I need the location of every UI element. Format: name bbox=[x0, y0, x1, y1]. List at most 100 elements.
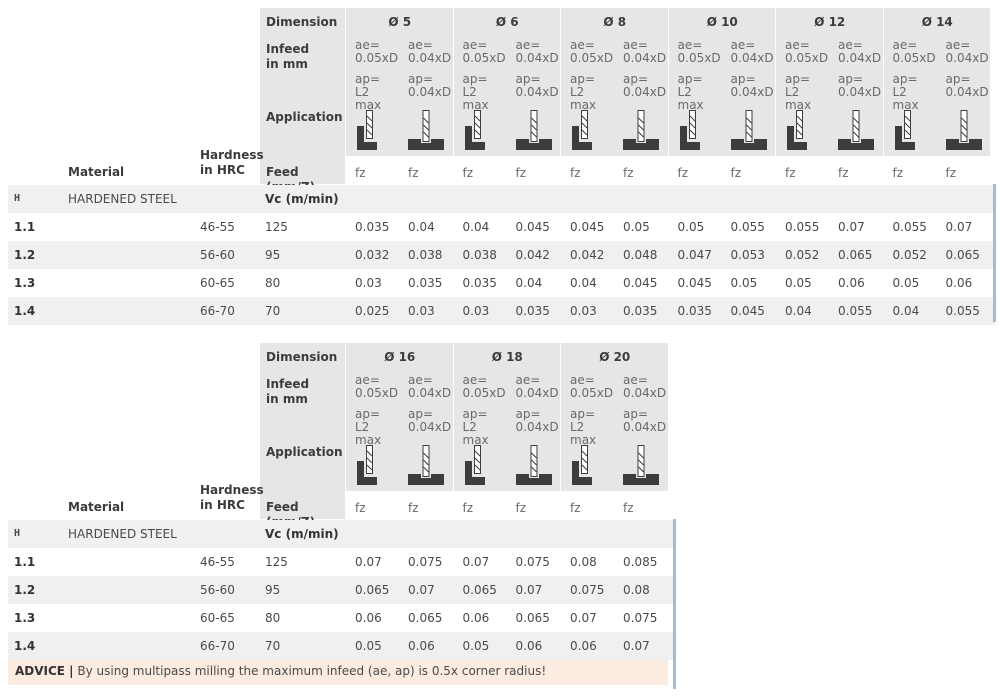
infeed-ap-value: ap= L2 max bbox=[677, 72, 704, 112]
infeed-ap-value: ap= L2 max bbox=[355, 72, 382, 112]
infeed-ap-value: ap= 0.04xD bbox=[730, 72, 774, 99]
infeed-ap-value: ap= 0.04xD bbox=[408, 407, 452, 434]
row-fz-value: 0.08 bbox=[570, 555, 597, 569]
row-fz-value: 0.065 bbox=[355, 583, 390, 597]
feed-unit-label: fz bbox=[355, 501, 366, 515]
row-fz-value: 0.07 bbox=[515, 583, 543, 597]
slot-milling-icon bbox=[515, 445, 552, 485]
diameter-header: Ø 8 bbox=[603, 15, 627, 29]
row-id: 1.4 bbox=[14, 304, 36, 318]
diameter-header: Ø 6 bbox=[495, 15, 519, 29]
row-hardness: 46-55 bbox=[200, 220, 235, 234]
row-fz-value: 0.07 bbox=[945, 220, 973, 234]
feed-unit-label: fz bbox=[408, 501, 419, 515]
infeed-ap-value: ap= L2 max bbox=[570, 407, 597, 447]
side-milling-icon bbox=[357, 110, 393, 150]
side-milling-icon bbox=[464, 110, 501, 150]
row-fz-value: 0.05 bbox=[785, 276, 812, 290]
row-fz-value: 0.032 bbox=[355, 248, 390, 262]
row-fz-value: 0.06 bbox=[355, 611, 382, 625]
table-row: 1.1 46-55 125 0.07 0.075 0.07 0.075 0.08 0.085 bbox=[8, 548, 673, 576]
feed-unit-label: fz bbox=[570, 166, 581, 180]
row-vc: 125 bbox=[265, 220, 288, 234]
feed-unit-label: fz bbox=[623, 166, 634, 180]
row-fz-value: 0.065 bbox=[408, 611, 443, 625]
row-vc: 70 bbox=[265, 639, 281, 653]
row-id: 1.1 bbox=[14, 220, 36, 234]
row-vc: 80 bbox=[265, 611, 281, 625]
row-fz-value: 0.035 bbox=[408, 276, 443, 290]
feed-unit-label: fz bbox=[892, 166, 904, 180]
infeed-ae-value: ae= 0.05xD bbox=[462, 373, 506, 400]
side-milling-icon bbox=[572, 110, 608, 150]
infeed-ae-value: ae= 0.04xD bbox=[623, 38, 667, 65]
row-fz-value: 0.035 bbox=[355, 220, 390, 234]
row-hardness: 56-60 bbox=[200, 583, 235, 597]
table-row: 1.2 56-60 95 0.032 0.038 0.038 0.042 0.042 0.048… bbox=[8, 241, 995, 269]
infeed-ap-value: ap= 0.04xD bbox=[623, 72, 667, 99]
row-id: 1.3 bbox=[14, 276, 36, 290]
infeed-ae-value: ae= 0.04xD bbox=[408, 373, 452, 400]
material-group-code: H bbox=[14, 528, 21, 539]
material-group-code: H bbox=[14, 193, 21, 204]
infeed-ae-value: ae= 0.05xD bbox=[355, 38, 399, 65]
row-fz-value: 0.04 bbox=[785, 304, 812, 318]
row-fz-value: 0.052 bbox=[785, 248, 820, 262]
table-row: 1.4 66-70 70 0.05 0.06 0.05 0.06 0.06 0.07 bbox=[8, 632, 673, 660]
table-row: 1.2 56-60 95 0.065 0.07 0.065 0.07 0.075 0.08 bbox=[8, 576, 673, 604]
row-fz-value: 0.065 bbox=[462, 583, 497, 597]
infeed-ae-value: ae= 0.04xD bbox=[730, 38, 774, 65]
infeed-ae-value: ae= 0.04xD bbox=[515, 38, 559, 65]
feed-unit-label: fz bbox=[677, 166, 689, 180]
diameter-header: Ø 14 bbox=[921, 15, 953, 29]
row-vc: 95 bbox=[265, 248, 281, 262]
diameter-divider bbox=[452, 343, 454, 491]
feed-unit-label: fz bbox=[570, 501, 581, 515]
infeed-ae-value: ae= 0.05xD bbox=[677, 38, 721, 65]
row-fz-value: 0.04 bbox=[892, 304, 920, 318]
infeed-ap-value: ap= L2 max bbox=[892, 72, 919, 112]
row-fz-value: 0.07 bbox=[570, 611, 597, 625]
row-fz-value: 0.055 bbox=[892, 220, 927, 234]
diameter-divider bbox=[560, 8, 561, 156]
slot-milling-icon bbox=[838, 110, 874, 150]
row-fz-value: 0.03 bbox=[462, 304, 490, 318]
diameter-header: Ø 16 bbox=[384, 350, 416, 364]
row-fz-value: 0.045 bbox=[515, 220, 550, 234]
infeed-ap-value: ap= 0.04xD bbox=[515, 407, 559, 434]
diameter-header: Ø 5 bbox=[388, 15, 412, 29]
infeed-ap-value: ap= 0.04xD bbox=[623, 407, 667, 434]
row-fz-value: 0.055 bbox=[785, 220, 820, 234]
row-fz-value: 0.045 bbox=[623, 276, 658, 290]
slot-milling-icon bbox=[730, 110, 767, 150]
advice-title: ADVICE | bbox=[15, 664, 74, 678]
infeed-label: Infeed in mm bbox=[266, 377, 310, 406]
infeed-ae-value: ae= 0.04xD bbox=[515, 373, 559, 400]
row-fz-value: 0.06 bbox=[570, 639, 597, 653]
material-group-name: HARDENED STEEL bbox=[68, 527, 177, 541]
infeed-ae-value: ae= 0.05xD bbox=[785, 38, 829, 65]
side-milling-icon bbox=[679, 110, 716, 150]
row-fz-value: 0.07 bbox=[623, 639, 650, 653]
row-fz-value: 0.035 bbox=[462, 276, 497, 290]
row-fz-value: 0.04 bbox=[462, 220, 490, 234]
feed-unit-label: fz bbox=[730, 166, 742, 180]
row-hardness: 46-55 bbox=[200, 555, 235, 569]
diameter-divider bbox=[775, 8, 776, 156]
row-fz-value: 0.06 bbox=[838, 276, 865, 290]
row-vc: 95 bbox=[265, 583, 281, 597]
row-id: 1.2 bbox=[14, 583, 36, 597]
infeed-ae-value: ae= 0.05xD bbox=[570, 38, 614, 65]
feed-unit-label: fz bbox=[462, 501, 474, 515]
header-label-panel bbox=[260, 343, 345, 519]
row-fz-value: 0.05 bbox=[462, 639, 490, 653]
feed-unit-label: fz bbox=[838, 166, 849, 180]
hardness-label: Hardness in HRC bbox=[200, 483, 264, 512]
feed-unit-label: fz bbox=[408, 166, 419, 180]
row-fz-value: 0.05 bbox=[892, 276, 920, 290]
row-fz-value: 0.08 bbox=[623, 583, 650, 597]
feed-unit-label: fz bbox=[515, 166, 527, 180]
diameter-header: Ø 10 bbox=[706, 15, 738, 29]
row-fz-value: 0.065 bbox=[945, 248, 980, 262]
table-row: 1.4 66-70 70 0.025 0.03 0.03 0.035 0.03 0.035 0.0… bbox=[8, 297, 995, 325]
